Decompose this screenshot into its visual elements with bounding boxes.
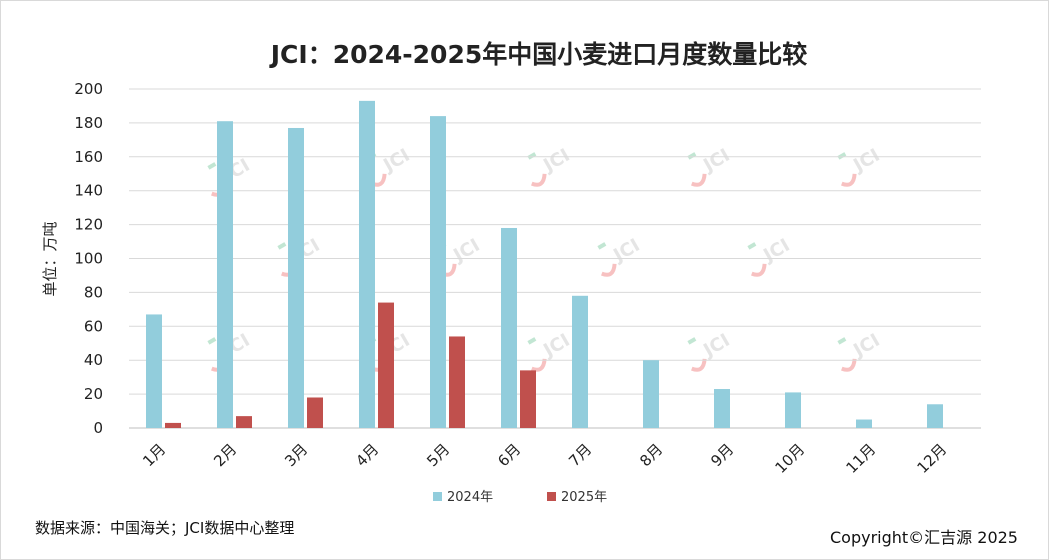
y-tick-label: 140 [74,182,103,200]
bars [146,100,943,429]
watermark-text: JCI [698,145,733,177]
bar-2025 [520,370,536,428]
y-tick-label: 200 [74,80,103,98]
watermark-text: JCI [758,235,793,267]
bar-2025 [236,416,252,428]
y-tick-label: 40 [84,351,103,369]
legend: 2024年 2025年 [433,490,607,505]
x-tick-label: 8月 [636,440,666,470]
watermark-logo: JCI [527,145,574,187]
watermark-logo: JCI [687,145,734,187]
bar-2024 [288,127,304,429]
watermark-text: JCI [538,330,573,362]
y-axis-label: 单位：万吨 [41,221,59,296]
y-tick-label: 0 [93,419,103,437]
watermark-logo: JCI [837,145,884,187]
watermark-logo: JCI [687,330,734,372]
copyright-text: Copyright©汇吉源 2025 [830,528,1018,547]
x-axis-ticks: 1月 2月 3月 4月 5月 6月 7月 8月 9月 10月 11月 12月 [139,440,950,477]
x-tick-label: 1月 [139,440,169,470]
y-tick-label: 80 [84,283,103,301]
y-tick-label: 120 [74,216,103,234]
bar-2024 [927,404,943,428]
bar-2025 [449,336,465,428]
y-axis-ticks: 0 20 40 60 80 100 120 140 160 180 200 [74,80,103,437]
bar-2024 [501,227,517,428]
legend-swatch [433,492,442,501]
bar-2025 [378,302,394,428]
x-tick-label: 12月 [913,440,950,477]
bar-2024 [146,314,162,428]
legend-label: 2024年 [447,490,493,505]
x-tick-label: 5月 [423,440,453,470]
watermark-text: JCI [378,145,413,177]
x-tick-label: 3月 [281,440,311,470]
x-tick-label: 4月 [352,440,382,470]
legend-item: 2024年 [433,490,493,505]
bar-2024 [359,100,375,429]
x-tick-label: 11月 [842,440,879,477]
bar-2024 [217,121,233,428]
watermark-logo: JCI [527,330,574,372]
x-tick-label: 10月 [771,440,808,477]
watermark-logo: JCI [747,235,794,277]
legend-label: 2025年 [561,490,607,505]
watermark-text: JCI [608,235,643,267]
y-tick-label: 20 [84,385,103,403]
gridlines [129,88,981,429]
bar-2024 [430,116,446,429]
x-tick-label: 7月 [565,440,595,470]
watermark-text: JCI [448,235,483,267]
watermark-logo: JCI [837,330,884,372]
y-tick-label: 160 [74,148,103,166]
watermark-text: JCI [848,145,883,177]
x-tick-label: 6月 [494,440,524,470]
watermark-logo: JCI [597,235,644,277]
bar-2025 [165,422,181,428]
watermark-text: JCI [848,330,883,362]
bar-2024 [785,392,801,428]
bar-2024 [572,295,588,428]
x-tick-label: 2月 [210,440,240,470]
data-source-note: 数据来源：中国海关；JCI数据中心整理 [35,519,295,537]
bar-2024 [643,360,659,428]
chart-title: JCI：2024-2025年中国小麦进口月度数量比较 [269,40,808,69]
bar-2025 [307,397,323,428]
legend-swatch [547,492,556,501]
x-tick-label: 9月 [707,440,737,470]
bar-2024 [856,419,872,428]
watermark-text: JCI [538,145,573,177]
watermark-text: JCI [698,330,733,362]
legend-item: 2025年 [547,490,607,505]
y-tick-label: 180 [74,114,103,132]
y-tick-label: 60 [84,317,103,335]
y-tick-label: 100 [74,250,103,268]
bar-2024 [714,389,730,428]
